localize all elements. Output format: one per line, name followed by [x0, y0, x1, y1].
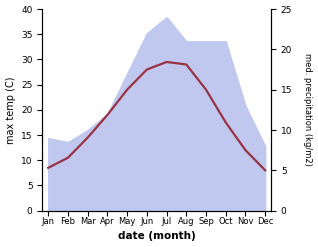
Y-axis label: med. precipitation (kg/m2): med. precipitation (kg/m2): [303, 53, 313, 166]
Y-axis label: max temp (C): max temp (C): [5, 76, 16, 144]
X-axis label: date (month): date (month): [118, 231, 196, 242]
